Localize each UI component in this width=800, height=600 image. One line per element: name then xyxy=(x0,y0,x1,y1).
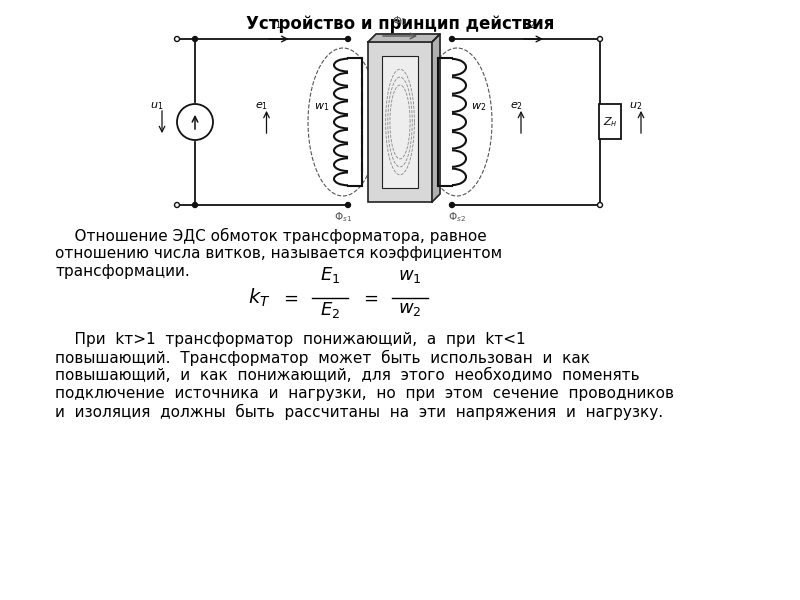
Text: $\Phi_{s1}$: $\Phi_{s1}$ xyxy=(334,210,352,224)
Bar xyxy=(368,42,432,202)
Text: $k_T$: $k_T$ xyxy=(247,287,270,309)
Text: повышающий,  и  как  понижающий,  для  этого  необходимо  поменять: повышающий, и как понижающий, для этого … xyxy=(55,368,640,383)
Circle shape xyxy=(598,202,602,208)
Text: $Z_н$: $Z_н$ xyxy=(602,115,618,129)
Text: $=$: $=$ xyxy=(360,289,378,307)
Text: $=$: $=$ xyxy=(280,289,298,307)
Circle shape xyxy=(346,37,350,41)
Text: трансформации.: трансформации. xyxy=(55,264,190,279)
Text: $e_1$: $e_1$ xyxy=(255,100,268,112)
Circle shape xyxy=(193,202,198,208)
Circle shape xyxy=(193,37,198,41)
Text: $w_1$: $w_1$ xyxy=(314,101,329,113)
Text: $\Phi_0$: $\Phi_0$ xyxy=(392,14,408,28)
Text: подключение  источника  и  нагрузки,  но  при  этом  сечение  проводников: подключение источника и нагрузки, но при… xyxy=(55,386,674,401)
Text: Отношение ЭДС обмоток трансформатора, равное: Отношение ЭДС обмоток трансформатора, ра… xyxy=(55,228,486,244)
Polygon shape xyxy=(368,34,440,42)
Text: $i_2$: $i_2$ xyxy=(526,17,536,31)
Text: $\Phi_{s2}$: $\Phi_{s2}$ xyxy=(448,210,466,224)
Text: $e_2$: $e_2$ xyxy=(510,100,522,112)
Text: $E_1$: $E_1$ xyxy=(320,265,340,285)
Text: $E_2$: $E_2$ xyxy=(320,300,340,320)
Text: повышающий.  Трансформатор  может  быть  использован  и  как: повышающий. Трансформатор может быть исп… xyxy=(55,350,590,366)
Circle shape xyxy=(450,202,454,208)
Circle shape xyxy=(598,37,602,41)
Text: $u_2$: $u_2$ xyxy=(630,100,642,112)
Text: отношению числа витков, называется коэффициентом: отношению числа витков, называется коэфф… xyxy=(55,246,502,261)
Text: и  изоляция  должны  быть  рассчитаны  на  эти  напряжения  и  нагрузку.: и изоляция должны быть рассчитаны на эти… xyxy=(55,404,663,420)
Circle shape xyxy=(450,37,454,41)
Text: При  kᴛ>1  трансформатор  понижающий,  а  при  kᴛ<1: При kᴛ>1 трансформатор понижающий, а при… xyxy=(55,332,526,347)
Circle shape xyxy=(174,202,179,208)
Text: $w_2$: $w_2$ xyxy=(398,300,422,318)
Text: $u_1$: $u_1$ xyxy=(150,100,164,112)
Text: Устройство и принцип действия: Устройство и принцип действия xyxy=(246,15,554,33)
Circle shape xyxy=(346,202,350,208)
Text: $w_1$: $w_1$ xyxy=(398,267,422,285)
Text: $w_2$: $w_2$ xyxy=(471,101,486,113)
Bar xyxy=(599,104,621,139)
Bar xyxy=(382,56,418,188)
Text: $i_1$: $i_1$ xyxy=(272,17,281,31)
Polygon shape xyxy=(432,34,440,202)
Circle shape xyxy=(174,37,179,41)
